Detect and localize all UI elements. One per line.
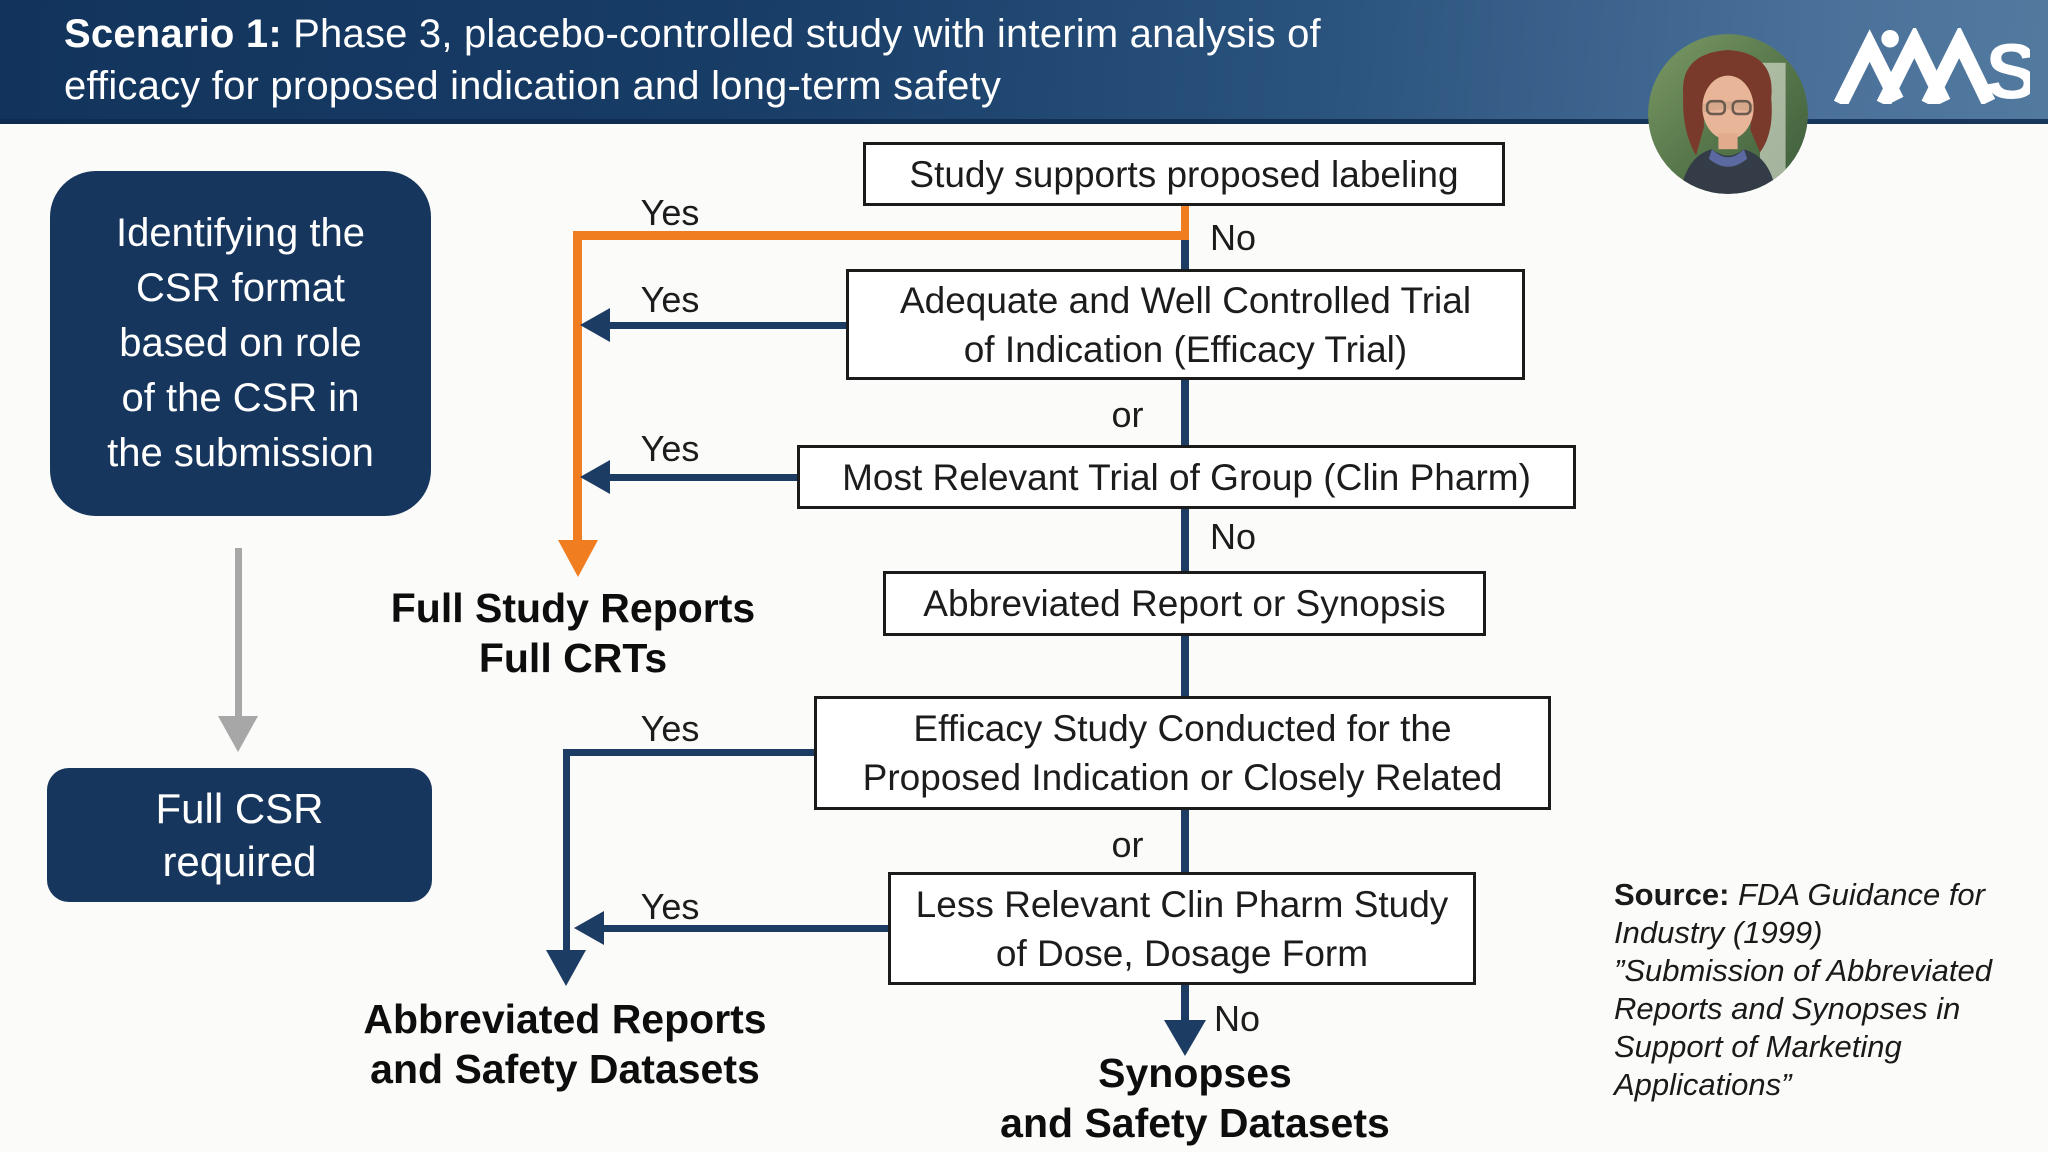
- yes-arrow-awc-shaft: [606, 322, 846, 329]
- no-down-arrow-head: [1164, 1020, 1206, 1056]
- source-citation: Source: FDA Guidance for Industry (1999)…: [1614, 876, 2014, 1104]
- gray-arrow-shaft: [235, 548, 242, 718]
- orange-drop-segment: [1181, 204, 1189, 237]
- yes-arrow-most-relevant-head: [580, 460, 610, 494]
- source-text: FDA Guidance for Industry (1999) ”Submis…: [1614, 877, 1992, 1102]
- box-study-supports-labeling: Study supports proposed labeling: [863, 142, 1505, 206]
- svg-text:S: S: [1986, 28, 2030, 104]
- presenter-avatar: [1648, 34, 1808, 194]
- slide-title-line1: Phase 3, placebo-controlled study with i…: [281, 12, 1321, 56]
- spine-seg-6: [1181, 983, 1189, 1021]
- spine-seg-3: [1181, 507, 1189, 573]
- label-or-2: or: [1111, 824, 1144, 865]
- yes-arrow-awc-head: [580, 308, 610, 342]
- orange-vertical-segment: [573, 231, 582, 541]
- box-abbreviated-report-or-synopsis: Abbreviated Report or Synopsis: [883, 571, 1486, 636]
- spine-seg-2: [1181, 378, 1189, 448]
- spine-seg-5: [1181, 808, 1189, 874]
- label-yes-1: Yes: [640, 192, 700, 233]
- yes-elbow-arrow-head: [546, 950, 586, 986]
- label-yes-4: Yes: [640, 708, 700, 749]
- label-yes-2: Yes: [640, 279, 700, 320]
- orange-horizontal-segment: [573, 231, 1189, 240]
- box-adequate-well-controlled: Adequate and Well Controlled Trial of In…: [846, 269, 1525, 380]
- mms-logo-graphic: S: [1833, 25, 2038, 115]
- label-no-3: No: [1214, 998, 1261, 1039]
- slide-title-line2: efficacy for proposed indication and lon…: [64, 64, 1002, 108]
- source-label: Source:: [1614, 877, 1730, 912]
- gray-arrow-head: [218, 716, 258, 752]
- result-abbreviated-reports: Abbreviated Reports and Safety Datasets: [363, 996, 767, 1092]
- result-synopses: Synopses and Safety Datasets: [1000, 1050, 1390, 1146]
- slide-title: Scenario 1: Phase 3, placebo-controlled …: [64, 8, 1321, 112]
- full-csr-required-box: Full CSR required: [47, 768, 432, 902]
- label-or-1: or: [1111, 394, 1144, 435]
- label-no-1: No: [1210, 217, 1257, 258]
- box-most-relevant-trial: Most Relevant Trial of Group (Clin Pharm…: [797, 445, 1576, 509]
- mms-logo: S: [1833, 25, 2038, 115]
- presenter-photo-graphic: [1648, 34, 1808, 194]
- yes-arrow-less-relevant-shaft: [600, 925, 888, 932]
- yes-elbow-horizontal: [563, 749, 814, 756]
- orange-arrow-head: [558, 540, 598, 577]
- label-yes-3: Yes: [640, 428, 700, 469]
- yes-arrow-less-relevant-head: [574, 911, 604, 945]
- label-no-2: No: [1210, 516, 1257, 557]
- result-full-study-reports: Full Study Reports Full CRTs: [390, 585, 756, 681]
- box-less-relevant-clin-pharm: Less Relevant Clin Pharm Study of Dose, …: [888, 872, 1476, 985]
- slide-title-prefix: Scenario 1:: [64, 12, 282, 56]
- label-yes-5: Yes: [640, 886, 700, 927]
- intro-box: Identifying the CSR format based on role…: [50, 171, 431, 516]
- yes-arrow-most-relevant-shaft: [606, 474, 797, 481]
- spine-seg-4: [1181, 634, 1189, 698]
- box-efficacy-study-conducted: Efficacy Study Conducted for the Propose…: [814, 696, 1551, 810]
- yes-elbow-vertical: [563, 749, 570, 951]
